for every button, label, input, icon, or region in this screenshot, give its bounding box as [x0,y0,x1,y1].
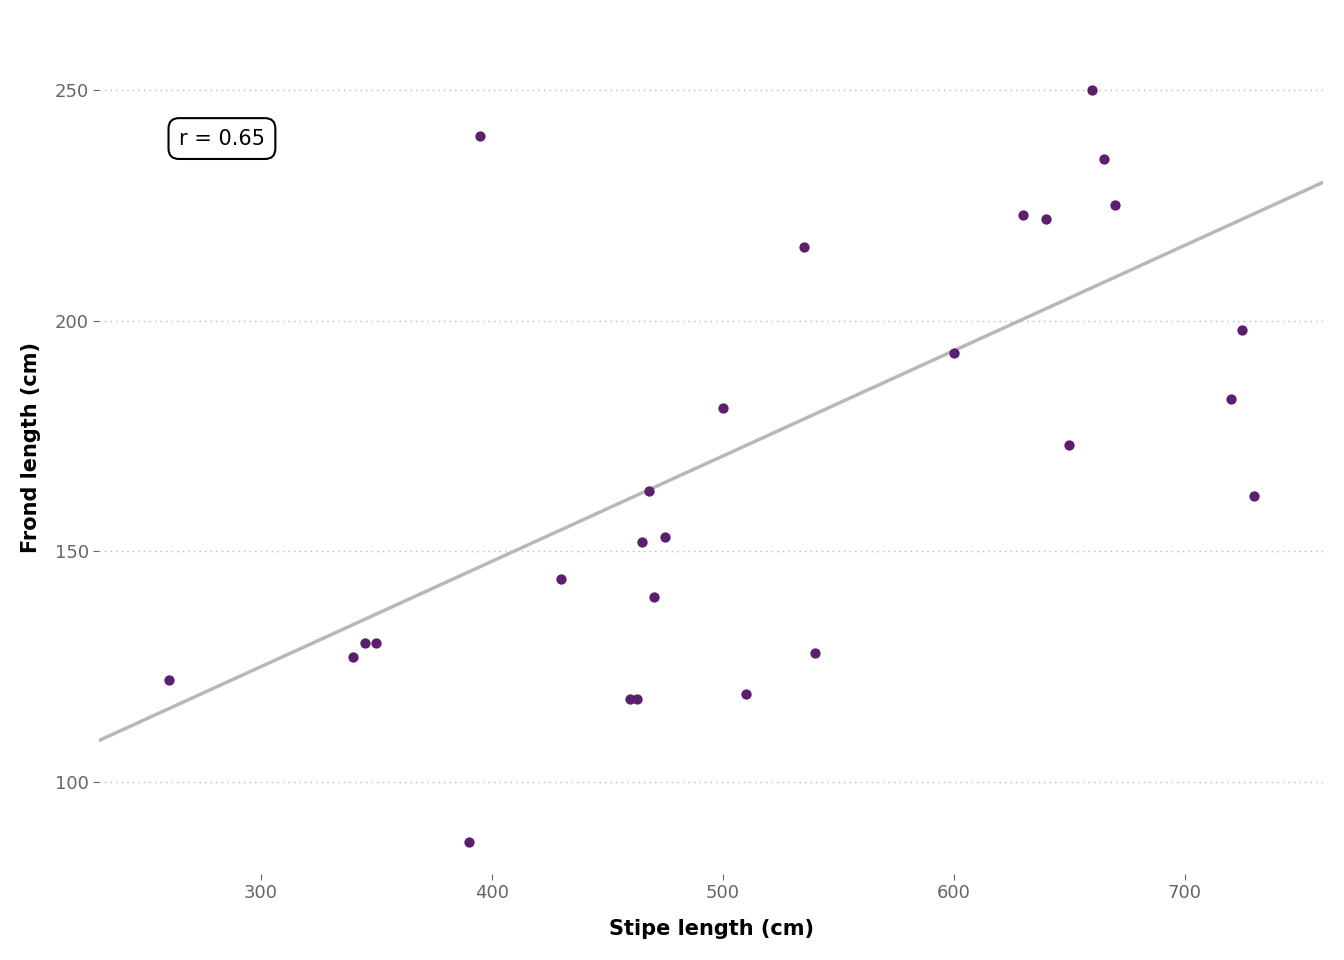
Point [805,645,827,660]
Point [366,636,387,651]
Point [638,484,660,499]
Point [793,239,814,254]
Point [458,834,480,850]
Point [551,571,573,587]
Point [1012,206,1034,222]
X-axis label: Stipe length (cm): Stipe length (cm) [609,919,813,939]
Point [712,400,734,416]
Y-axis label: Frond length (cm): Frond length (cm) [22,342,40,553]
Point [355,636,376,651]
Point [1093,152,1114,167]
Point [1035,211,1056,227]
Point [1059,438,1081,453]
Point [469,129,491,144]
Point [343,650,364,665]
Point [735,686,757,702]
Point [157,673,179,688]
Point [626,691,648,707]
Point [1105,198,1126,213]
Point [632,535,653,550]
Point [943,346,965,361]
Point [620,691,641,707]
Point [642,589,664,605]
Point [655,530,676,545]
Point [1082,83,1103,98]
Point [1220,392,1242,407]
Point [1243,489,1265,504]
Text: r = 0.65: r = 0.65 [179,129,265,149]
Point [1231,323,1253,338]
